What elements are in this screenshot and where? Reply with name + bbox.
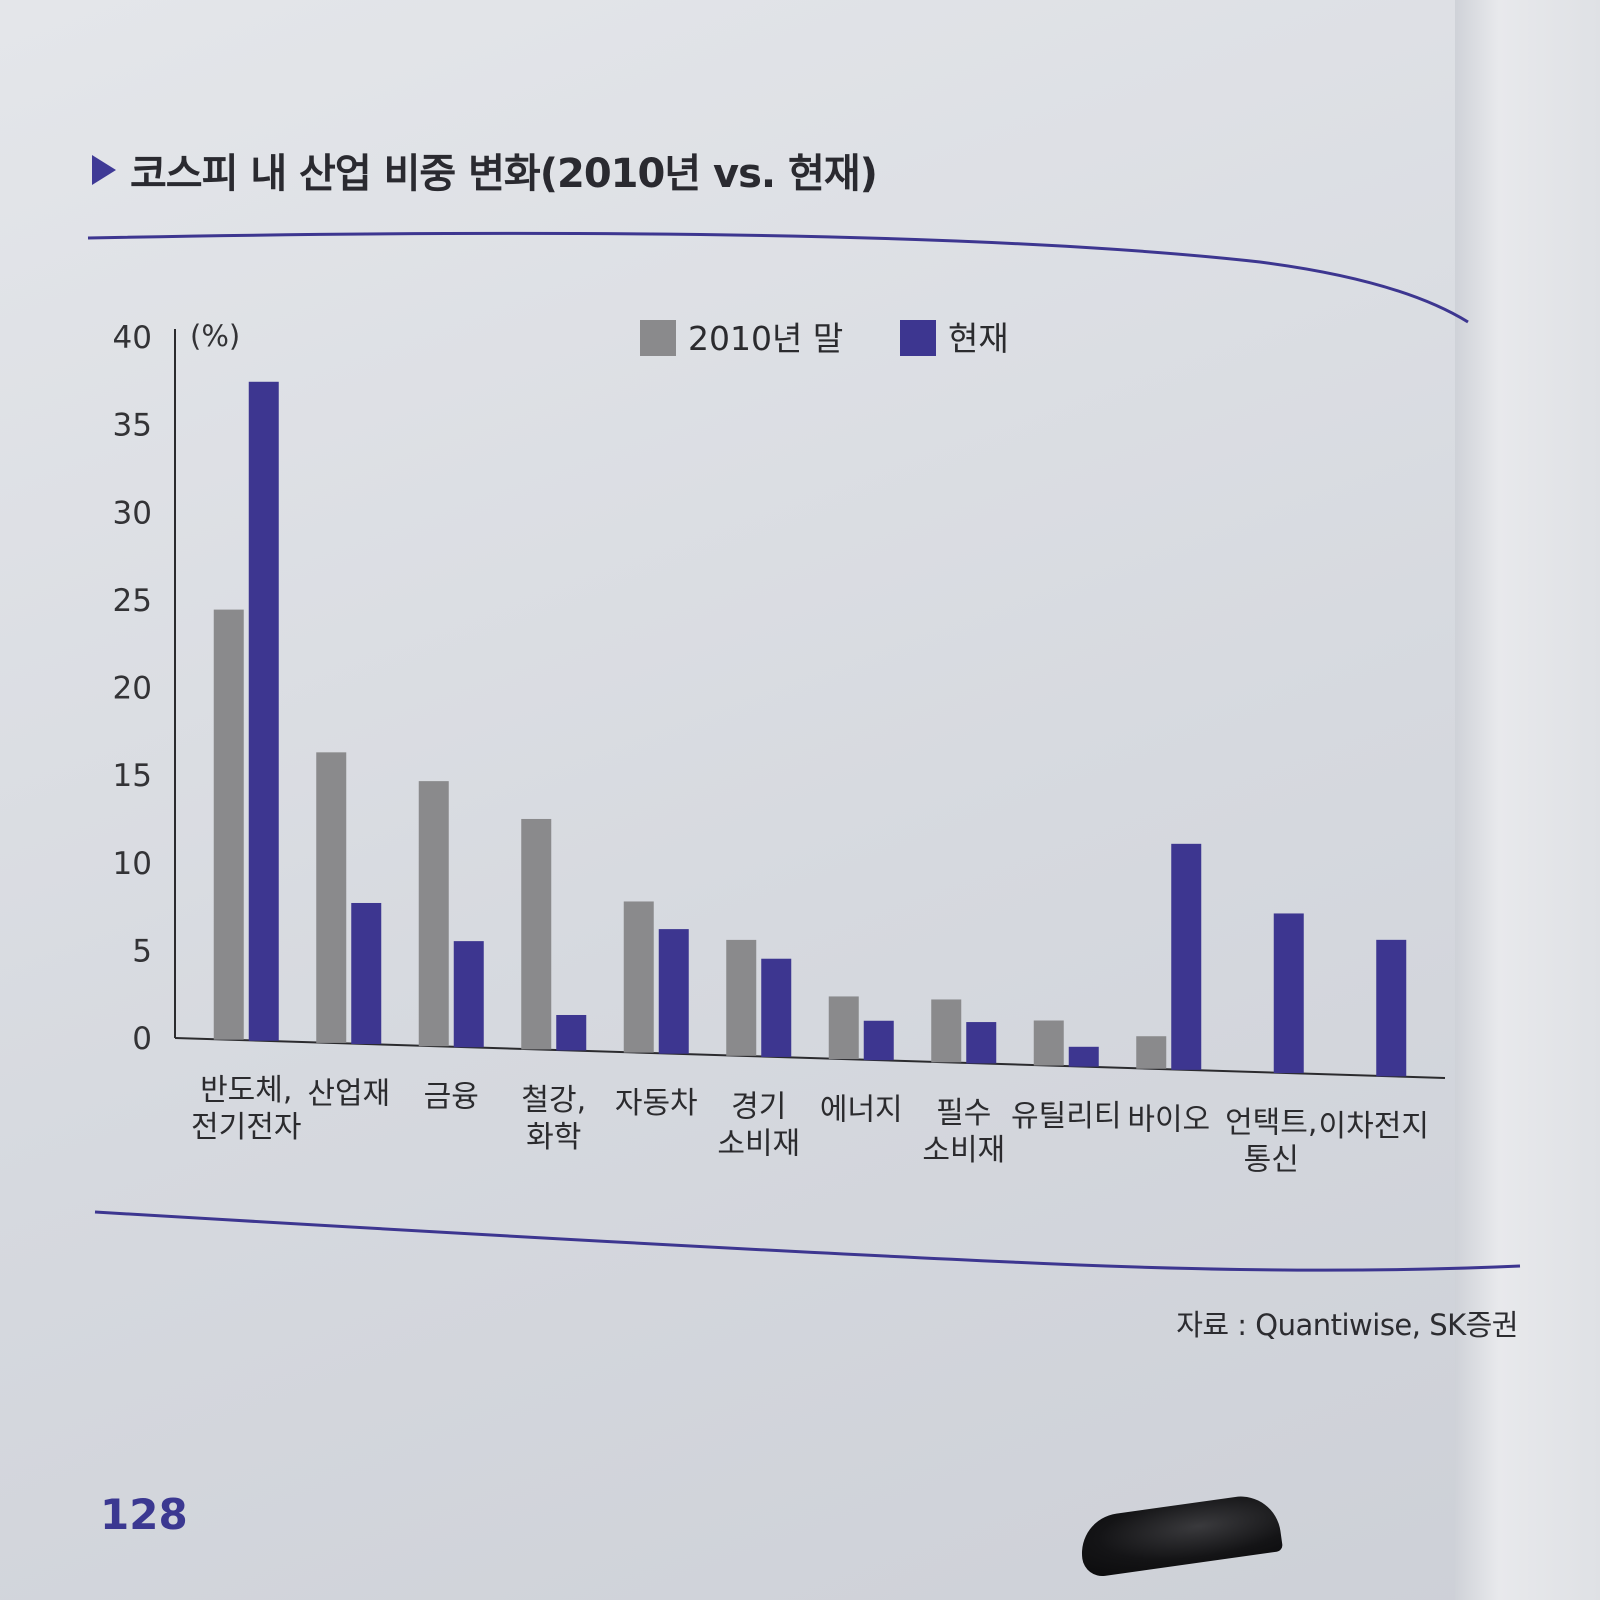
y-tick-label: 0 [132, 1021, 152, 1057]
bar-current [1171, 843, 1202, 1070]
x-category-label: 산업재 [307, 1076, 390, 1111]
x-category-label: 경기 [731, 1089, 786, 1124]
y-tick-label: 40 [113, 320, 152, 356]
x-category-label: 필수 [936, 1096, 991, 1131]
bar-current [556, 1014, 587, 1051]
bar-current [1068, 1046, 1099, 1067]
x-category-label: 에너지 [820, 1093, 903, 1128]
bottom-divider [94, 1210, 1521, 1272]
x-axis-line [174, 1037, 1446, 1079]
y-tick-label: 30 [113, 495, 152, 531]
bar-2010 [418, 781, 449, 1047]
bar-2010 [316, 752, 347, 1043]
y-axis-unit: (%) [190, 319, 240, 353]
y-tick-label: 20 [113, 671, 152, 707]
bar-2010 [521, 818, 552, 1050]
page-gutter [1455, 0, 1600, 1600]
y-tick-label: 25 [113, 583, 152, 619]
x-category-label: 유틸리티 [1011, 1099, 1121, 1134]
y-tick-label: 5 [132, 933, 152, 969]
bar-current [761, 958, 792, 1057]
x-category-label: 자동차 [615, 1086, 698, 1121]
bar-2010 [1033, 1020, 1064, 1066]
bar-2010 [828, 996, 859, 1060]
bar-2010 [726, 939, 757, 1056]
page-number: 128 [100, 1490, 188, 1539]
bar-current [1273, 913, 1304, 1074]
source-note: 자료 : Quantiwise, SK증권 [1176, 1308, 1518, 1342]
x-category-label: 금융 [424, 1080, 479, 1115]
bar-current [863, 1020, 894, 1061]
legend-label: 현재 [948, 319, 1009, 358]
x-category-label: 소비재 [717, 1126, 800, 1161]
x-category-label: 전기전자 [191, 1110, 301, 1145]
bar-current [248, 381, 279, 1041]
x-category-label: 소비재 [922, 1133, 1005, 1168]
x-category-label: 화학 [526, 1120, 581, 1155]
x-category-label: 바이오 [1127, 1102, 1210, 1137]
x-category-label: 언택트, [1225, 1106, 1317, 1141]
top-divider [87, 231, 1469, 324]
y-tick-label: 35 [113, 408, 152, 444]
legend-swatch [640, 320, 676, 356]
x-category-label: 반도체, [200, 1073, 292, 1108]
triangle-marker-icon [92, 155, 116, 185]
chart-title-row: 코스피 내 산업 비중 변화(2010년 vs. 현재) [92, 140, 878, 200]
x-category-label: 이차전지 [1319, 1109, 1429, 1144]
legend-label: 2010년 말 [688, 319, 843, 358]
x-category-label: 통신 [1244, 1143, 1299, 1178]
bar-2010 [931, 999, 962, 1063]
bar-2010 [213, 609, 244, 1040]
bar-current [453, 941, 484, 1048]
chart-title: 코스피 내 산업 비중 변화(2010년 vs. 현재) [130, 151, 878, 197]
bar-current [351, 902, 382, 1045]
x-category-label: 철강, [521, 1083, 586, 1118]
bar-current [658, 929, 689, 1054]
legend-swatch [900, 320, 936, 356]
bar-2010 [1136, 1036, 1167, 1069]
bar-2010 [623, 901, 654, 1053]
bar-current [1376, 939, 1407, 1077]
y-tick-label: 15 [113, 758, 152, 794]
bar-current [966, 1022, 997, 1064]
y-tick-label: 10 [113, 846, 152, 882]
